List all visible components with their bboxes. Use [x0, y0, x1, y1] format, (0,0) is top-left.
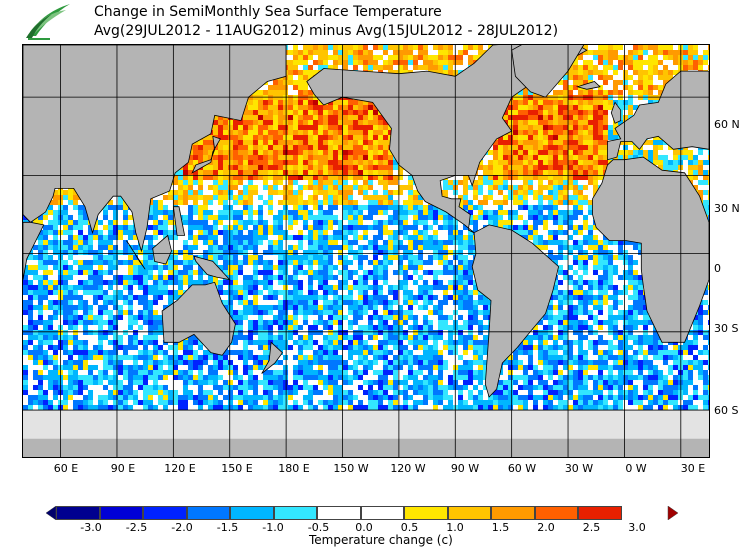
land-africa-horn — [23, 221, 45, 280]
land-borneo — [152, 234, 172, 265]
colorbar-tick-label: 2.5 — [582, 521, 601, 534]
colorbar-cell — [143, 506, 187, 520]
colorbar-tick-label: -3.0 — [80, 521, 102, 534]
lon-label-150w: 150 W — [333, 462, 369, 475]
colorbar-tick-label: -2.0 — [171, 521, 193, 534]
lon-label-0w: 0 W — [625, 462, 647, 475]
title-line-2: Avg(29JUL2012 - 11AUG2012) minus Avg(15J… — [94, 23, 559, 39]
land-sumatra — [126, 240, 146, 270]
lon-label-180e: 180 E — [278, 462, 310, 475]
colorbar-cell — [360, 506, 405, 520]
colorbar-cell — [56, 506, 100, 520]
land-greenland — [511, 45, 585, 98]
lat-label-30n: 30 N — [714, 202, 740, 215]
colorbar-cell — [230, 506, 274, 520]
lon-label-150e: 150 E — [221, 462, 253, 475]
colorbar-tick-label: -2.5 — [125, 521, 148, 534]
lat-label-equator: 0 — [714, 262, 721, 275]
land-philippines — [172, 206, 186, 236]
lon-label-120e: 120 E — [164, 462, 196, 475]
colorbar-tick-label: 1.0 — [446, 521, 464, 534]
colorbar-tick-label: -1.0 — [262, 521, 284, 534]
sst-anomaly-field — [23, 45, 709, 457]
leaf-logo-icon — [26, 4, 70, 40]
colorbar-max-arrow — [667, 506, 678, 520]
land-south-america — [471, 224, 560, 398]
land-antarctica — [23, 438, 709, 457]
land-north-america — [306, 45, 588, 234]
colorbar-tick-label: 3.0 — [628, 521, 646, 534]
colorbar-arrows — [46, 506, 678, 520]
lon-label-120w: 120 W — [390, 462, 426, 475]
colorbar-cell — [491, 506, 535, 520]
colorbar-tick-label: -0.5 — [307, 521, 330, 534]
lon-label-90w: 90 W — [450, 462, 480, 475]
land-europe — [607, 70, 709, 161]
lat-lon-grid — [23, 45, 709, 457]
lon-label-30e: 30 E — [680, 462, 706, 475]
colorbar-cell — [578, 506, 622, 520]
sst-change-map — [22, 44, 710, 458]
land-new-zealand — [261, 341, 283, 374]
land-iceland — [575, 81, 601, 90]
colorbar-tick-label: 0.0 — [355, 521, 373, 534]
colorbar-cell — [317, 506, 361, 520]
colorbar-tick-label: -1.5 — [216, 521, 239, 534]
land-australia — [161, 281, 236, 356]
colorbar-min-arrow — [46, 506, 57, 520]
colorbar-cell — [273, 506, 318, 520]
colorbar-cell — [534, 506, 579, 520]
lat-label-60n: 60 N — [714, 118, 740, 131]
title-line-1: Change in SemiMonthly Sea Surface Temper… — [94, 4, 442, 20]
land-japan — [191, 135, 221, 174]
land-britain — [610, 101, 622, 124]
colorbar-cell — [447, 506, 492, 520]
lon-label-60e: 60 E — [53, 462, 79, 475]
lat-label-60s: 60 S — [714, 404, 739, 417]
land-asia — [23, 45, 287, 253]
lon-label-60w: 60 W — [507, 462, 537, 475]
colorbar-tick-label: 1.5 — [491, 521, 510, 534]
lon-label-90e: 90 E — [110, 462, 136, 475]
map-title: Change in SemiMonthly Sea Surface Temper… — [94, 3, 558, 41]
colorbar-cell — [404, 506, 448, 520]
colorbar — [56, 506, 622, 520]
lon-label-30w: 30 W — [564, 462, 594, 475]
land-new-guinea — [193, 255, 231, 281]
colorbar-label: Temperature change (c) — [309, 533, 453, 547]
lat-label-30s: 30 S — [714, 322, 739, 335]
land-africa — [592, 156, 709, 343]
colorbar-tick-label: 0.5 — [400, 521, 419, 534]
colorbar-cell — [186, 506, 231, 520]
colorbar-tick-label: 2.0 — [537, 521, 555, 534]
colorbar-cell — [99, 506, 144, 520]
